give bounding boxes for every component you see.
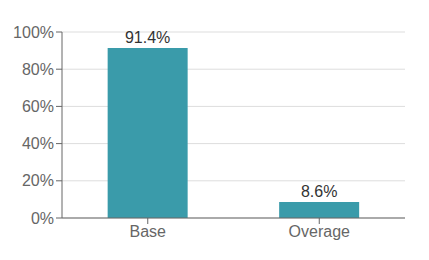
svg-text:80%: 80% — [22, 61, 54, 78]
svg-text:0%: 0% — [31, 210, 54, 227]
svg-text:8.6%: 8.6% — [301, 183, 337, 200]
svg-text:Overage: Overage — [289, 223, 350, 240]
svg-text:40%: 40% — [22, 135, 54, 152]
svg-text:20%: 20% — [22, 172, 54, 189]
svg-text:60%: 60% — [22, 98, 54, 115]
svg-text:Base: Base — [130, 223, 167, 240]
svg-text:100%: 100% — [13, 24, 54, 41]
svg-text:91.4%: 91.4% — [125, 29, 170, 46]
